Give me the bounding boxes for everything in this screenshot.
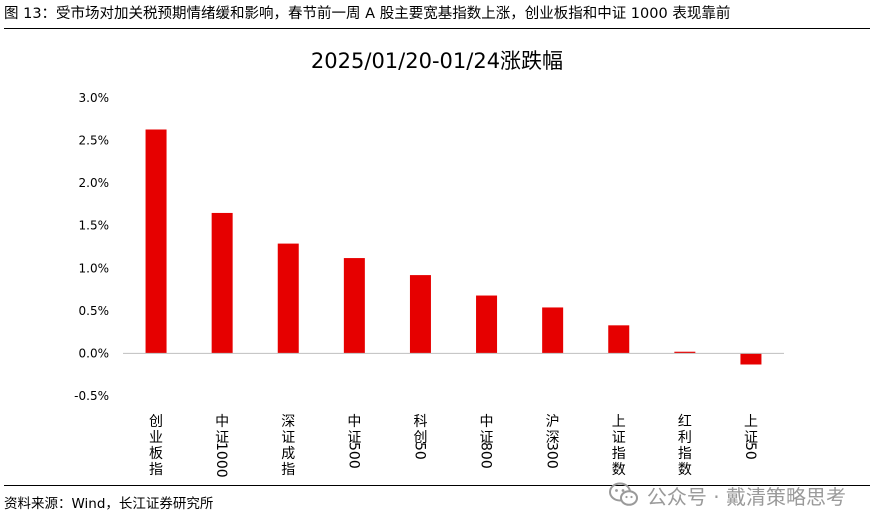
x-tick-label-digits: 800 (478, 442, 494, 469)
bar (211, 212, 233, 354)
bar (277, 243, 299, 354)
x-tick-label-digits: 500 (345, 442, 361, 469)
bar (674, 351, 696, 354)
footer-divider (4, 485, 870, 486)
y-tick-label: 0.5% (79, 304, 110, 318)
bar-series (145, 129, 762, 365)
y-tick-label: 2.5% (79, 134, 110, 148)
x-tick-label: 红利指数 (678, 414, 692, 478)
bar (740, 353, 762, 365)
x-tick-label: 深证成指 (281, 414, 295, 478)
figure-title: 图 13：受市场对加关税预期情绪缓和影响，春节前一周 A 股主要宽基指数上涨，创… (4, 6, 731, 22)
bar (145, 129, 167, 354)
y-tick-label: 0.0% (79, 346, 110, 360)
x-tick-label: 上证指数 (612, 414, 626, 478)
x-tick-label-digits: 50 (742, 442, 758, 460)
y-axis: 3.0% 2.5% 2.0% 1.5% 1.0% 0.5% 0.0% -0.5% (74, 91, 109, 403)
bar (409, 275, 431, 354)
y-tick-label: 2.0% (79, 176, 110, 190)
y-tick-label: 1.5% (79, 219, 110, 233)
x-tick-label-digits: 50 (411, 442, 427, 460)
watermark-text: 公众号 · 戴清策略思考 (646, 484, 846, 509)
x-tick-label: 创业板指 (149, 414, 163, 478)
y-tick-label: -0.5% (74, 389, 109, 403)
bar (476, 295, 498, 354)
source-note: 资料来源：Wind，长江证券研究所 (4, 496, 214, 512)
wechat-icon (608, 482, 638, 506)
bar-chart: 2025/01/20-01/24涨跌幅 3.0% 2.5% 2.0% 1.5% 1.0%… (74, 49, 784, 478)
bar (608, 325, 630, 354)
x-axis: 创业板指中证10001000深证成指中证500500科创5050中证800800… (149, 414, 769, 478)
chart-title: 2025/01/20-01/24涨跌幅 (311, 49, 563, 73)
bar (542, 307, 564, 354)
y-tick-label: 3.0% (79, 91, 110, 105)
header-divider (4, 28, 870, 29)
x-tick-label-digits: 1000 (213, 442, 229, 478)
y-tick-label: 1.0% (79, 261, 110, 275)
bar (343, 258, 365, 354)
x-tick-label-digits: 300 (544, 442, 560, 469)
watermark: 公众号 · 戴清策略思考 (608, 479, 846, 511)
